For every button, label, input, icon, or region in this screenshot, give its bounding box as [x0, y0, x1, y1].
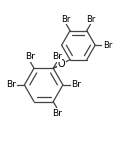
Text: Br: Br [62, 15, 71, 24]
Text: Br: Br [71, 80, 81, 89]
Text: Br: Br [25, 52, 35, 61]
Text: Br: Br [103, 41, 112, 50]
Text: Br: Br [6, 80, 16, 89]
Text: O: O [58, 59, 65, 69]
Text: Br: Br [52, 109, 62, 118]
Text: Br: Br [86, 15, 95, 24]
Text: Br: Br [52, 52, 62, 61]
